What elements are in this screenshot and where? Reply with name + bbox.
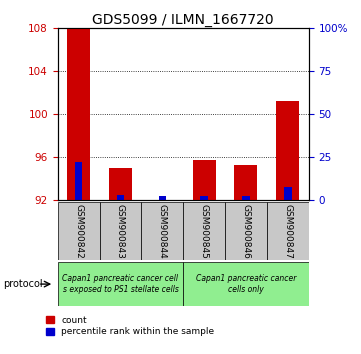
- Bar: [183, 202, 225, 260]
- Text: Capan1 pancreatic cancer cell
s exposed to PS1 stellate cells: Capan1 pancreatic cancer cell s exposed …: [62, 274, 178, 294]
- Bar: [276, 101, 299, 200]
- Bar: [158, 196, 166, 200]
- Text: GSM900847: GSM900847: [283, 204, 292, 258]
- Bar: [58, 202, 100, 260]
- Bar: [200, 196, 208, 200]
- Bar: [193, 160, 216, 200]
- Bar: [117, 195, 124, 200]
- Text: GSM900844: GSM900844: [158, 204, 167, 258]
- Bar: [183, 262, 309, 306]
- Bar: [142, 202, 183, 260]
- Bar: [58, 262, 183, 306]
- Text: GSM900843: GSM900843: [116, 204, 125, 258]
- Text: Capan1 pancreatic cancer
cells only: Capan1 pancreatic cancer cells only: [196, 274, 296, 294]
- Bar: [225, 202, 267, 260]
- Text: protocol: protocol: [4, 279, 43, 289]
- Text: GSM900846: GSM900846: [242, 204, 251, 258]
- Bar: [267, 202, 309, 260]
- Legend: count, percentile rank within the sample: count, percentile rank within the sample: [44, 314, 216, 338]
- Bar: [67, 28, 90, 200]
- Bar: [284, 187, 292, 200]
- Bar: [242, 196, 250, 200]
- Bar: [234, 165, 257, 200]
- Bar: [109, 168, 132, 200]
- Title: GDS5099 / ILMN_1667720: GDS5099 / ILMN_1667720: [92, 13, 274, 27]
- Bar: [100, 202, 142, 260]
- Bar: [75, 162, 82, 200]
- Text: GSM900842: GSM900842: [74, 204, 83, 258]
- Text: GSM900845: GSM900845: [200, 204, 209, 258]
